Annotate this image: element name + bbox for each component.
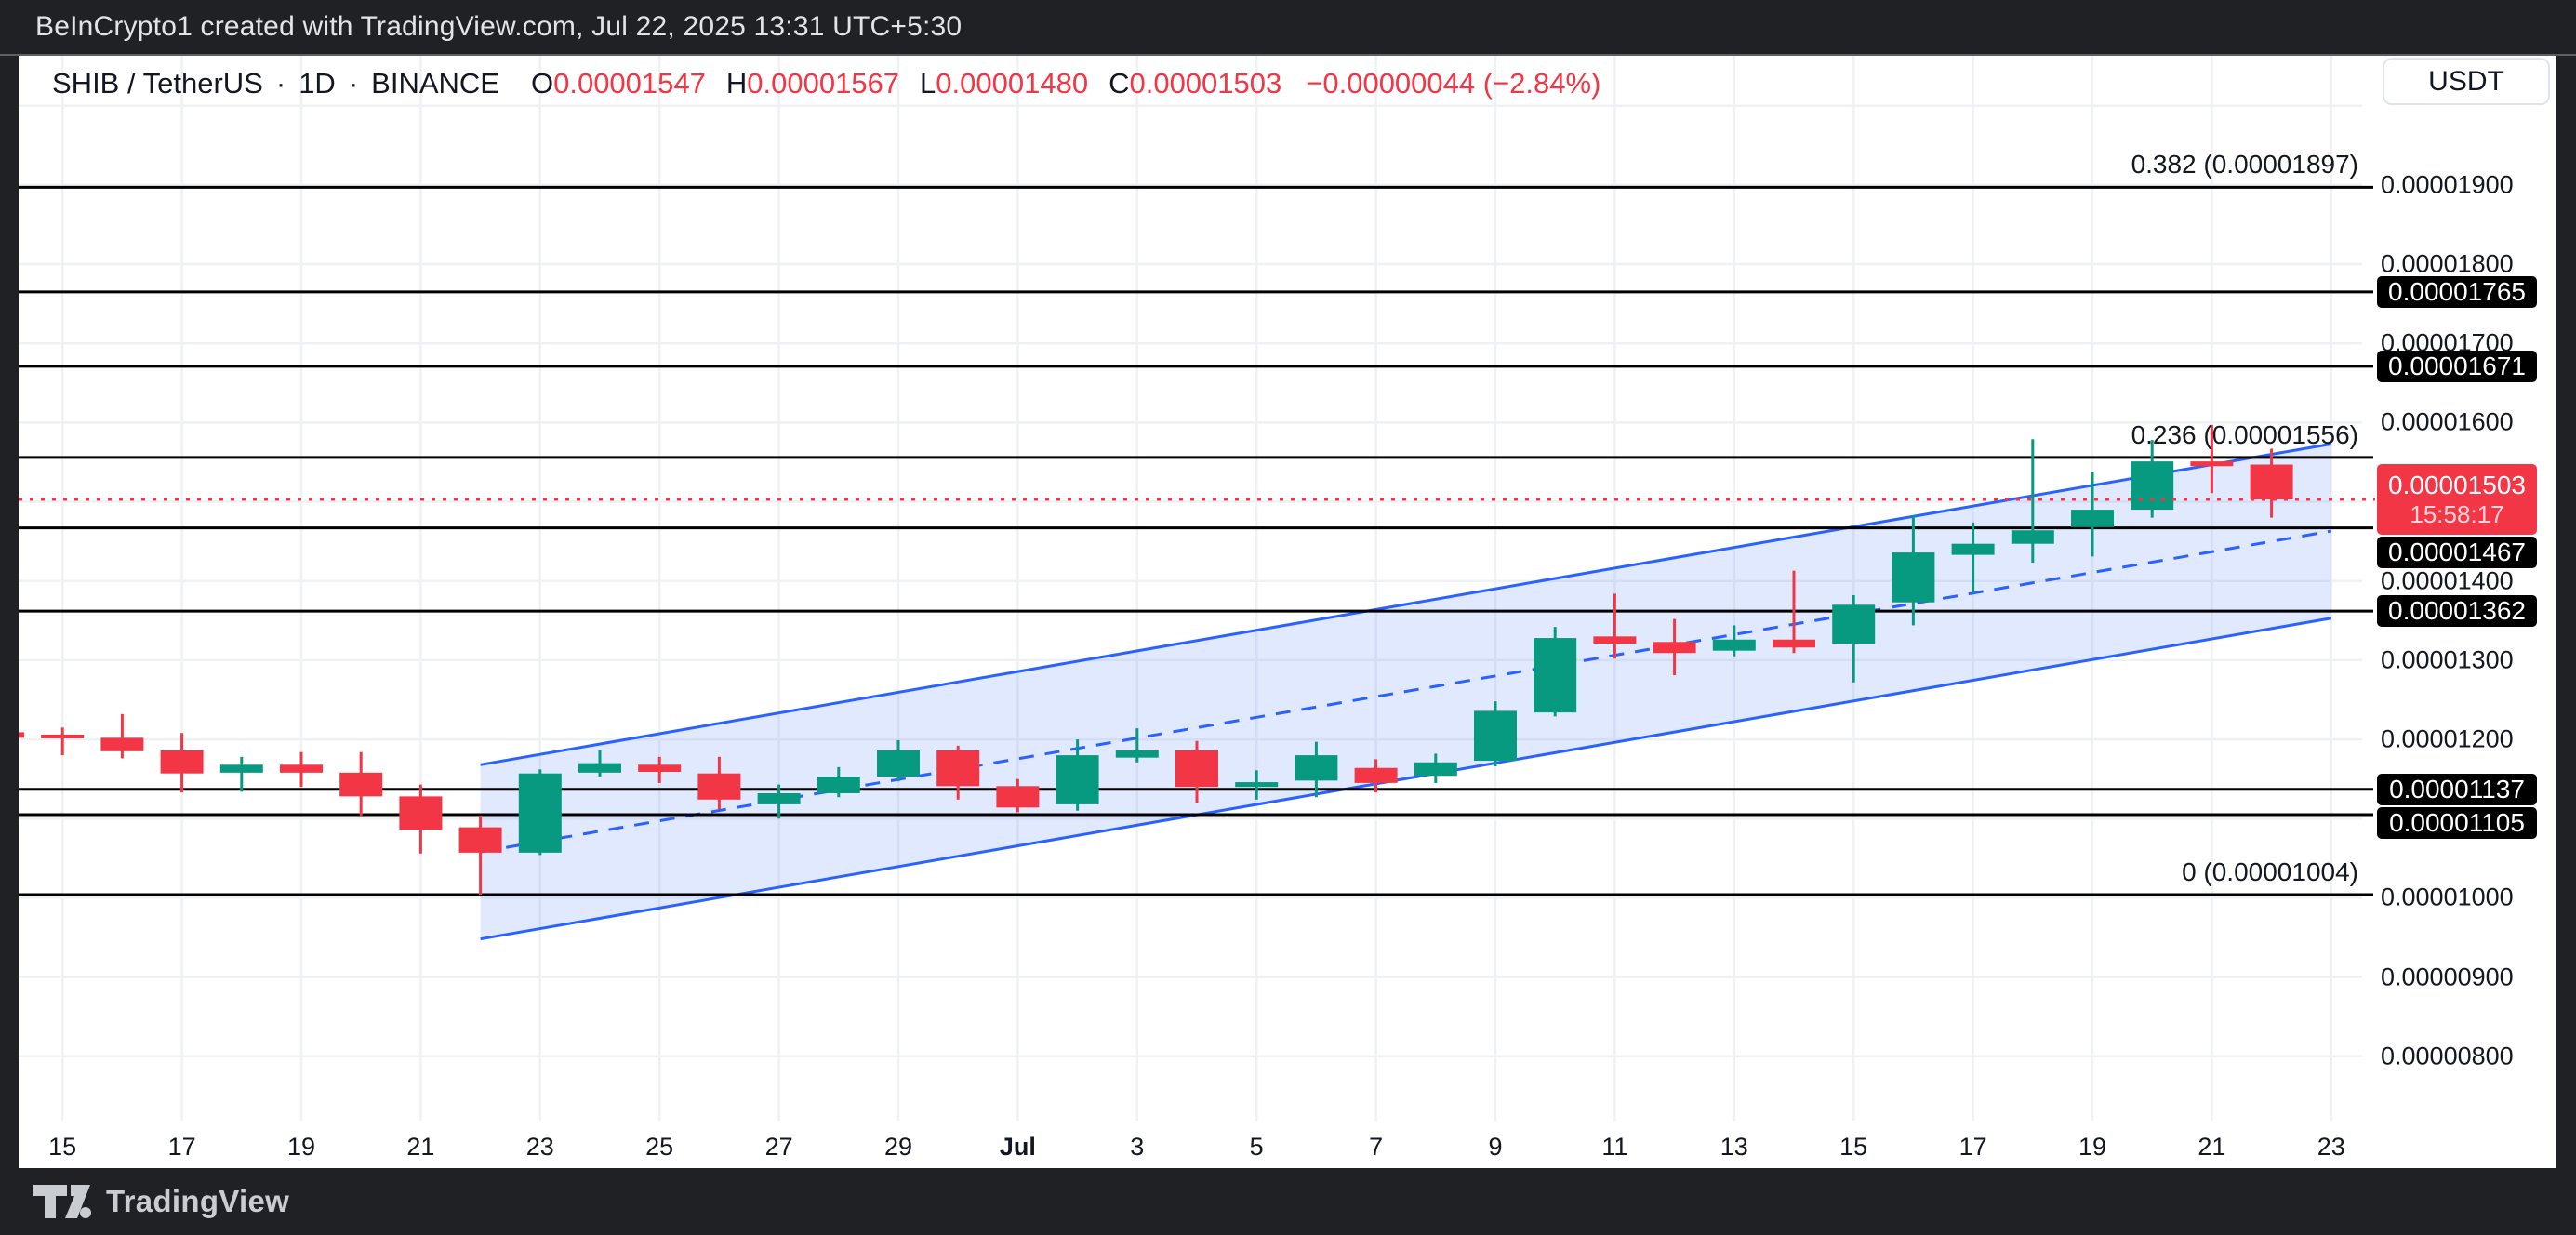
ohlc-l: L0.00001480 xyxy=(920,67,1089,100)
exchange-label: BINANCE xyxy=(371,67,499,100)
level-price-badge: 0.00001362 xyxy=(2377,595,2537,628)
attribution-text: BeInCrypto1 created with TradingView.com… xyxy=(35,11,963,42)
y-axis-label: 0.00001900 xyxy=(2381,170,2514,199)
x-axis-label: 25 xyxy=(645,1133,674,1161)
x-axis-label: 19 xyxy=(2078,1133,2107,1161)
tradingview-brand-text[interactable]: TradingView xyxy=(106,1184,290,1218)
interval-label[interactable]: 1D xyxy=(299,67,336,100)
symbol-header: SHIB / TetherUS · 1D · BINANCE O0.000015… xyxy=(52,65,1600,102)
level-price-badge: 0.00001765 xyxy=(2377,275,2537,308)
x-axis-label: 29 xyxy=(883,1133,913,1161)
time-axis[interactable]: 15 17 19 21 23 25 27 29 Jul 3 5 7 9 11 13 15 17 19 21 23 xyxy=(0,1121,2362,1168)
level-price-badge: 0.00001467 xyxy=(2377,537,2537,568)
x-axis-label: 23 xyxy=(2317,1133,2345,1161)
y-axis-label: 0.00001400 xyxy=(2381,566,2514,595)
x-axis-label: 17 xyxy=(167,1133,196,1161)
symbol-name[interactable]: SHIB / TetherUS xyxy=(52,67,263,100)
x-axis-label: 9 xyxy=(1488,1133,1503,1161)
y-axis-label: 0.00001200 xyxy=(2381,724,2514,753)
x-axis-label: 21 xyxy=(406,1133,435,1161)
x-axis-label: Jul xyxy=(999,1133,1036,1161)
x-axis-label: 21 xyxy=(2198,1133,2226,1161)
y-axis-label: 0.00001000 xyxy=(2381,883,2514,911)
x-axis-label: 7 xyxy=(1369,1133,1384,1161)
y-axis-label: 0.00000900 xyxy=(2381,963,2514,991)
price-axis[interactable]: 0.00001900 0.00001800 0.00001700 0.00001600… xyxy=(2363,56,2556,1121)
level-price-badge: 0.00001671 xyxy=(2377,350,2537,382)
level-price-badge: 0.00001105 xyxy=(2377,806,2537,839)
x-axis-label: 3 xyxy=(1130,1133,1145,1161)
x-axis-label: 19 xyxy=(286,1133,316,1161)
x-axis-label: 5 xyxy=(1249,1133,1264,1161)
x-axis-label: 27 xyxy=(764,1133,793,1161)
y-axis-label: 0.00000800 xyxy=(2381,1042,2514,1070)
currency-button[interactable]: USDT xyxy=(2383,58,2550,105)
x-axis-label: 17 xyxy=(1959,1133,1987,1161)
x-axis-label: 15 xyxy=(48,1133,77,1161)
separator-dot: · xyxy=(348,67,359,100)
footer-bar: TradingView xyxy=(0,1168,2576,1235)
y-axis-label: 0.00001800 xyxy=(2381,249,2514,278)
x-axis-label: 11 xyxy=(1601,1133,1628,1161)
fib-label-0.236: 0.236 (0.00001556) xyxy=(2131,419,2358,449)
top-attribution-bar: BeInCrypto1 created with TradingView.com… xyxy=(0,0,2576,56)
separator-dot: · xyxy=(275,67,286,100)
ohlc-h: H0.00001567 xyxy=(725,67,900,100)
x-axis-label: 13 xyxy=(1720,1133,1748,1161)
y-axis-label: 0.00001600 xyxy=(2381,407,2514,436)
x-axis-label: 15 xyxy=(1839,1133,1868,1161)
x-axis-label: 23 xyxy=(525,1133,554,1161)
ohlc-o: O0.00001547 xyxy=(530,67,706,100)
y-axis-label: 0.00001300 xyxy=(2381,645,2514,674)
ohlc-values: O0.00001547 H0.00001567 L0.00001480 C0.0000… xyxy=(531,67,1302,100)
price-change: −0.00000044 (−2.84%) xyxy=(1306,67,1601,100)
chart-card[interactable] xyxy=(19,56,2556,1168)
fib-label-0.382: 0.382 (0.00001897) xyxy=(2131,150,2358,179)
fib-label-0: 0 (0.00001004) xyxy=(2182,857,2358,886)
last-price-badge: 0.00001503 15:58:17 xyxy=(2377,464,2537,535)
tradingview-logo-icon[interactable] xyxy=(33,1184,91,1219)
ohlc-c: C0.00001503 xyxy=(1109,67,1282,100)
level-price-badge: 0.00001137 xyxy=(2377,773,2537,805)
